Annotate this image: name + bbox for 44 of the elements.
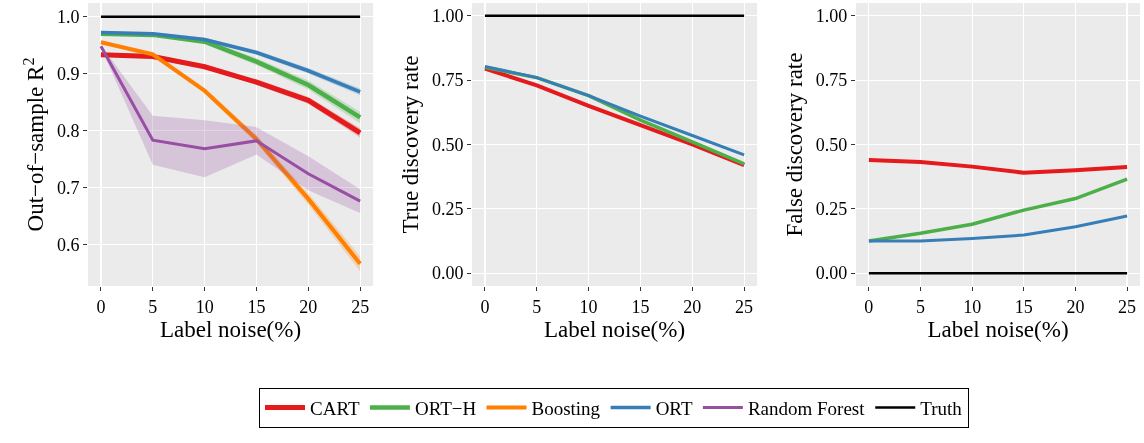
legend-label: Random Forest bbox=[747, 397, 866, 419]
x-tick-label: 20 bbox=[1066, 296, 1085, 317]
y-axis-title: True discovery rate bbox=[398, 55, 424, 234]
x-tick-label: 5 bbox=[148, 296, 158, 317]
y-tick-label: 0.25 bbox=[815, 199, 848, 220]
x-axis-title: Label noise(%) bbox=[543, 316, 686, 342]
y-axis-title: False discovery rate bbox=[782, 52, 808, 237]
x-tick-label: 5 bbox=[532, 296, 542, 317]
y-tick-label: 1.00 bbox=[431, 6, 464, 27]
y-tick-label: 0.00 bbox=[815, 263, 848, 284]
x-tick-label: 25 bbox=[351, 296, 370, 317]
x-tick-label: 0 bbox=[480, 296, 490, 317]
y-tick-label: 1.0 bbox=[56, 6, 80, 27]
x-axis-title: Label noise(%) bbox=[159, 316, 302, 342]
y-tick-label: 0.9 bbox=[56, 63, 80, 84]
x-tick-label: 10 bbox=[963, 296, 982, 317]
y-tick-label: 0.50 bbox=[431, 134, 464, 155]
legend-label: ORT bbox=[655, 397, 693, 419]
legend-label: CART bbox=[310, 397, 360, 419]
x-tick-label: 10 bbox=[195, 296, 214, 317]
y-tick-label: 0.75 bbox=[815, 70, 848, 91]
x-tick-label: 20 bbox=[299, 296, 318, 317]
x-axis-title: Label noise(%) bbox=[927, 316, 1069, 342]
y-tick-label: 0.25 bbox=[431, 199, 464, 220]
legend-label: Boosting bbox=[531, 397, 601, 419]
x-tick-label: 5 bbox=[916, 296, 926, 317]
x-tick-label: 15 bbox=[247, 296, 266, 317]
y-tick-label: 0.8 bbox=[56, 120, 80, 141]
y-tick-label: 1.00 bbox=[815, 6, 848, 27]
x-tick-label: 10 bbox=[579, 296, 598, 317]
legend-label: Truth bbox=[920, 397, 963, 419]
y-tick-label: 0.75 bbox=[431, 70, 464, 91]
x-tick-label: 15 bbox=[1014, 296, 1033, 317]
x-tick-label: 0 bbox=[864, 296, 874, 317]
y-tick-label: 0.7 bbox=[56, 177, 80, 198]
y-tick-label: 0.6 bbox=[56, 234, 80, 255]
x-tick-label: 0 bbox=[96, 296, 106, 317]
x-tick-label: 20 bbox=[683, 296, 702, 317]
y-tick-label: 0.50 bbox=[815, 134, 848, 155]
x-tick-label: 15 bbox=[631, 296, 650, 317]
x-tick-label: 25 bbox=[735, 296, 754, 317]
y-tick-label: 0.00 bbox=[431, 263, 464, 284]
legend-label: ORT−H bbox=[414, 397, 477, 419]
x-tick-label: 25 bbox=[1118, 296, 1137, 317]
